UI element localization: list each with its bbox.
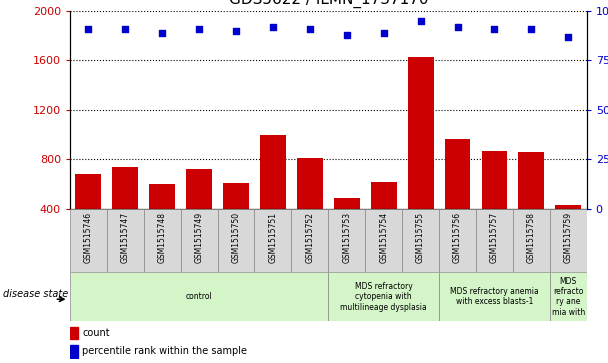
Point — [305, 26, 315, 32]
Bar — [439, 272, 550, 321]
Point — [527, 26, 536, 32]
Bar — [291, 209, 328, 272]
Bar — [223, 183, 249, 258]
Bar — [150, 184, 175, 258]
Bar — [70, 345, 78, 358]
Text: GSM1515749: GSM1515749 — [195, 212, 204, 263]
Text: MDS
refracto
ry ane
mia with: MDS refracto ry ane mia with — [551, 277, 585, 317]
Bar — [550, 209, 587, 272]
Text: GSM1515758: GSM1515758 — [527, 212, 536, 263]
Point — [379, 30, 389, 36]
Bar — [70, 327, 78, 339]
Bar — [334, 197, 360, 258]
Bar — [143, 209, 181, 272]
Bar — [365, 209, 402, 272]
Bar — [402, 209, 439, 272]
Point — [157, 30, 167, 36]
Bar — [555, 205, 581, 258]
Bar — [328, 272, 439, 321]
Bar — [476, 209, 513, 272]
Text: GSM1515755: GSM1515755 — [416, 212, 425, 263]
Bar — [75, 174, 102, 258]
Bar — [70, 272, 328, 321]
Bar — [181, 209, 218, 272]
Text: percentile rank within the sample: percentile rank within the sample — [82, 346, 247, 356]
Text: GSM1515747: GSM1515747 — [121, 212, 130, 263]
Bar — [218, 209, 255, 272]
Text: disease state: disease state — [4, 289, 69, 299]
Title: GDS5622 / ILMN_1737170: GDS5622 / ILMN_1737170 — [229, 0, 428, 8]
Bar — [408, 57, 434, 258]
Point — [342, 32, 351, 37]
Bar — [328, 209, 365, 272]
Text: count: count — [82, 328, 110, 338]
Point — [83, 26, 93, 32]
Bar — [482, 151, 507, 258]
Text: GSM1515756: GSM1515756 — [453, 212, 462, 263]
Bar — [550, 272, 587, 321]
Text: GSM1515754: GSM1515754 — [379, 212, 388, 263]
Text: GSM1515751: GSM1515751 — [269, 212, 277, 263]
Text: GSM1515752: GSM1515752 — [305, 212, 314, 263]
Bar — [260, 135, 286, 258]
Text: GSM1515748: GSM1515748 — [157, 212, 167, 263]
Text: control: control — [186, 292, 212, 301]
Bar — [107, 209, 143, 272]
Bar — [439, 209, 476, 272]
Bar — [186, 169, 212, 258]
Bar — [513, 209, 550, 272]
Point — [452, 24, 462, 30]
Bar — [70, 209, 107, 272]
Bar — [255, 209, 291, 272]
Bar — [444, 139, 471, 258]
Text: GSM1515757: GSM1515757 — [490, 212, 499, 263]
Bar — [371, 182, 396, 258]
Point — [564, 34, 573, 40]
Point — [195, 26, 204, 32]
Text: GSM1515750: GSM1515750 — [232, 212, 241, 263]
Point — [416, 18, 426, 24]
Text: GSM1515759: GSM1515759 — [564, 212, 573, 263]
Text: GSM1515746: GSM1515746 — [84, 212, 93, 263]
Bar — [297, 158, 323, 258]
Text: MDS refractory
cytopenia with
multilineage dysplasia: MDS refractory cytopenia with multilinea… — [340, 282, 427, 312]
Point — [268, 24, 278, 30]
Text: MDS refractory anemia
with excess blasts-1: MDS refractory anemia with excess blasts… — [450, 287, 539, 306]
Point — [120, 26, 130, 32]
Bar — [519, 152, 544, 258]
Bar — [112, 167, 138, 258]
Point — [489, 26, 499, 32]
Text: GSM1515753: GSM1515753 — [342, 212, 351, 263]
Point — [231, 28, 241, 33]
